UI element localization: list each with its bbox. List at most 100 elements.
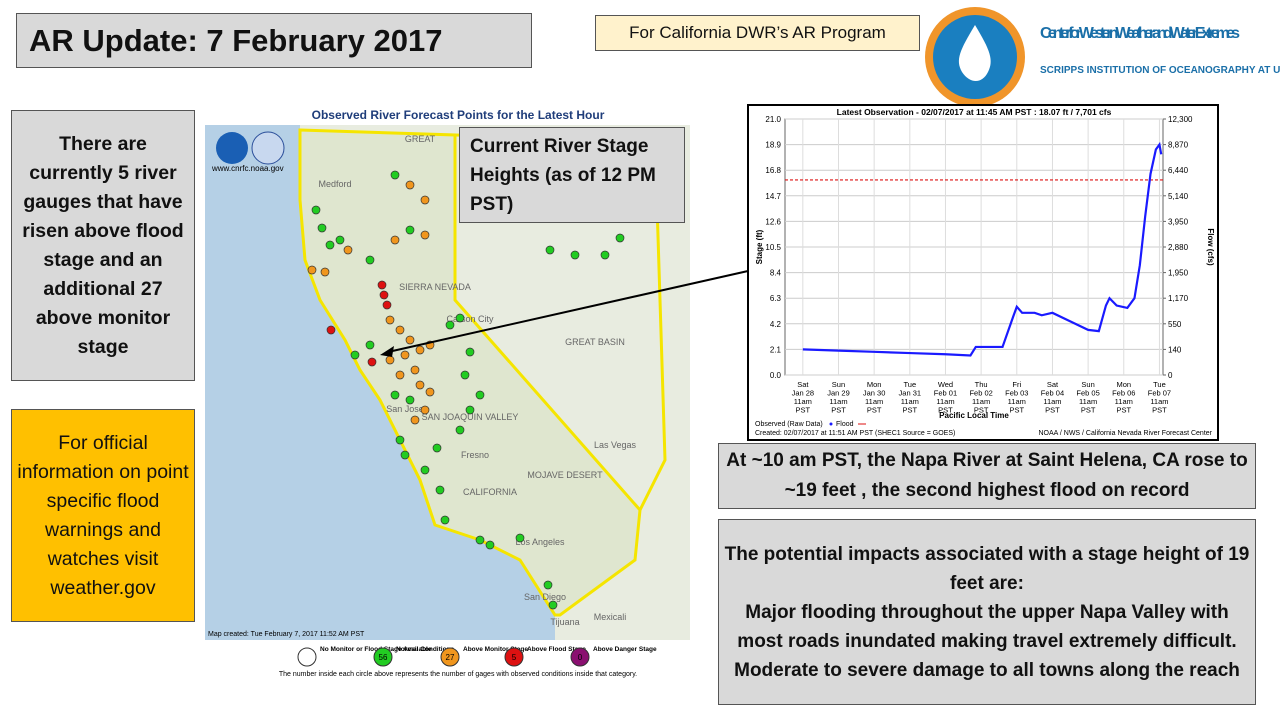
map-footnote: The number inside each circle above repr… (279, 671, 637, 678)
y2-tick-label: 6,440 (1168, 166, 1189, 175)
gauge (485, 540, 495, 550)
x-tick-label: Jan 28 (792, 389, 815, 398)
gauge (425, 387, 435, 397)
x-tick-label: Feb 06 (1112, 389, 1135, 398)
y2-axis-label: Flow (cfs) (1206, 228, 1215, 266)
impacts-heading: The potential impacts associated with a … (724, 543, 1250, 594)
gauge (440, 515, 450, 525)
gauge (545, 245, 555, 255)
x-axis-label: Pacific Local Time (939, 411, 1009, 420)
legend-count: 56 (379, 653, 388, 662)
x-tick-label: Thu (975, 380, 988, 389)
gauge (390, 235, 400, 245)
gauge (420, 465, 430, 475)
map-label: MOJAVE DESERT (527, 470, 603, 480)
x-tick-label: PST (796, 406, 811, 415)
y-tick-label: 2.1 (770, 345, 782, 354)
x-tick-label: 11am (1150, 397, 1168, 406)
gauge (385, 355, 395, 365)
y-tick-label: 16.8 (765, 166, 781, 175)
y2-tick-label: 3,950 (1168, 217, 1189, 226)
gauge (475, 390, 485, 400)
legend-label: Normal Conditions (396, 646, 455, 653)
y-tick-label: 14.7 (765, 192, 781, 201)
y-tick-label: 12.6 (765, 217, 781, 226)
map-label: San Diego (524, 592, 566, 602)
gauge (415, 380, 425, 390)
y-tick-label: 4.2 (770, 320, 782, 329)
gauge (382, 300, 392, 310)
y-tick-label: 10.5 (765, 243, 781, 252)
legend-count: 5 (512, 653, 517, 662)
gauge (343, 245, 353, 255)
gauge (425, 340, 435, 350)
impacts-box: The potential impacts associated with a … (718, 519, 1256, 705)
gauge (390, 170, 400, 180)
noaa-logo (216, 132, 248, 164)
x-tick-label: PST (1152, 406, 1167, 415)
legend-swatch (373, 647, 393, 667)
map-label: SAN JOAQUIN VALLEY (422, 412, 519, 422)
x-tick-label: Feb 03 (1005, 389, 1028, 398)
x-tick-label: Fri (1012, 380, 1021, 389)
gauge (405, 335, 415, 345)
gauge (335, 235, 345, 245)
map-label: Las Vegas (594, 440, 637, 450)
gauge (405, 225, 415, 235)
map-label: Tijuana (550, 617, 579, 627)
nws-logo (251, 131, 285, 165)
x-tick-label: 11am (1008, 397, 1026, 406)
org-name: Center for Western Weather and Water Ext… (1040, 25, 1240, 42)
map-url: www.cnrfc.noaa.gov (211, 164, 284, 173)
x-tick-label: Jan 30 (863, 389, 886, 398)
program-label: For California DWR’s AR Program (595, 15, 920, 51)
y-tick-label: 0.0 (770, 371, 782, 380)
map-label: Los Angeles (515, 537, 565, 547)
gauge (395, 370, 405, 380)
map-created: Map created: Tue February 7, 2017 11:52 … (208, 631, 365, 638)
y2-tick-label: 1,950 (1168, 269, 1189, 278)
org-sub: SCRIPPS INSTITUTION OF OCEANOGRAPHY AT U… (1040, 65, 1280, 76)
x-tick-label: Wed (938, 380, 953, 389)
gauge (317, 223, 327, 233)
x-tick-label: 11am (972, 397, 990, 406)
summary-box: There are currently 5 river gauges that … (11, 110, 195, 381)
y-tick-label: 21.0 (765, 115, 781, 124)
gauge (420, 230, 430, 240)
gauge (465, 405, 475, 415)
x-tick-label: 11am (865, 397, 883, 406)
gauge (307, 265, 317, 275)
y2-tick-label: 12,300 (1168, 115, 1193, 124)
x-tick-label: Sat (1047, 380, 1059, 389)
y-tick-label: 8.4 (770, 269, 782, 278)
napa-box: At ~10 am PST, the Napa River at Saint H… (718, 443, 1256, 509)
x-tick-label: PST (903, 406, 918, 415)
gauge (432, 443, 442, 453)
y2-tick-label: 550 (1168, 320, 1182, 329)
arrowhead (380, 346, 394, 357)
map-label: Medford (318, 179, 351, 189)
map-label: SIERRA NEVADA (399, 282, 471, 292)
gauge (435, 485, 445, 495)
gauge (400, 450, 410, 460)
x-tick-label: PST (974, 406, 989, 415)
official-box: For official information on point specif… (11, 409, 195, 622)
gauge (600, 250, 610, 260)
x-tick-label: Feb 04 (1041, 389, 1064, 398)
legend-label: Above Monitor Stage (463, 646, 528, 653)
x-tick-label: 11am (1079, 397, 1097, 406)
plot-area (784, 118, 1164, 376)
logo: Center for Western Weather and Water Ext… (925, 7, 1280, 107)
gauge (415, 345, 425, 355)
x-tick-label: 11am (1043, 397, 1061, 406)
x-tick-label: Mon (867, 380, 882, 389)
gauge (410, 415, 420, 425)
gauge (465, 347, 475, 357)
gauge (311, 205, 321, 215)
gauge (420, 405, 430, 415)
gauge (405, 395, 415, 405)
source-note: NOAA / NWS / California Nevada River For… (1038, 430, 1212, 437)
x-tick-label: Jan 29 (827, 389, 850, 398)
x-tick-label: Feb 01 (934, 389, 957, 398)
y2-tick-label: 2,880 (1168, 243, 1189, 252)
